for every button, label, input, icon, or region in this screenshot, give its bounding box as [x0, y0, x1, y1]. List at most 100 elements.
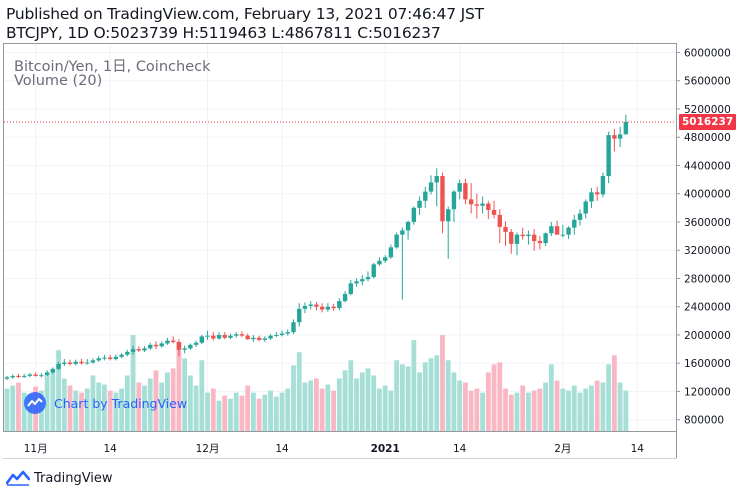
volume-bar [623, 390, 629, 431]
volume-bar [50, 370, 56, 431]
candle-body [279, 333, 285, 335]
symbol-legend[interactable]: Bitcoin/Yen, 1日, Coincheck [14, 59, 211, 75]
candle [543, 232, 548, 246]
candle [503, 221, 508, 246]
candle [377, 257, 382, 266]
last-price-tag: 5016237 [679, 113, 737, 130]
volume-bar [543, 382, 549, 431]
volume-bar [142, 385, 147, 431]
candle-body [228, 335, 233, 338]
candle [400, 227, 405, 300]
candle-body [67, 362, 73, 364]
y-tick-label: 2000000 [684, 330, 731, 342]
y-tick-label: 6000000 [684, 47, 731, 59]
candle-body [130, 349, 136, 352]
tradingview-logo-icon [6, 470, 30, 486]
candle [394, 232, 399, 249]
candle-body [234, 334, 239, 336]
time-axis: 11月 14 12月 14 2021 14 2月 14 [24, 443, 645, 455]
candle [331, 303, 336, 311]
candle [463, 178, 468, 205]
candle-body [216, 334, 222, 339]
volume-bar [205, 392, 210, 431]
candle [405, 220, 411, 240]
y-tick-label: 4000000 [684, 189, 731, 201]
candle [514, 232, 520, 256]
volume-bar [354, 378, 359, 431]
candle [549, 221, 554, 237]
candle [342, 291, 348, 303]
volume-bar [216, 400, 222, 431]
volume-bar [554, 380, 560, 431]
volume-bar [102, 384, 107, 431]
x-tick-label: 2月 [554, 443, 571, 455]
volume-bar [348, 360, 354, 431]
candle-body [291, 322, 296, 333]
candle-body [193, 342, 199, 345]
candle [10, 374, 15, 379]
volume-bar [382, 385, 388, 431]
volume-bar [136, 382, 142, 431]
grid-lines [4, 44, 676, 431]
volume-legend[interactable]: Volume (20) [14, 73, 103, 89]
candle-body [543, 233, 548, 244]
volume-bar [474, 388, 480, 431]
chart-watermark[interactable]: Chart by TradingView [22, 392, 187, 414]
volume-bar [371, 375, 377, 431]
volume-bar [4, 388, 10, 431]
volume-bar [314, 378, 319, 431]
watermark-label: Chart by TradingView [54, 395, 188, 411]
candle [159, 341, 164, 348]
x-tick-label: 11月 [24, 443, 48, 455]
candle-body [486, 203, 491, 210]
volume-bar [359, 372, 365, 431]
candle [251, 334, 256, 343]
volume-bar [485, 372, 491, 431]
volume-bar [296, 352, 302, 431]
candle-body [27, 374, 33, 376]
y-tick-label: 4400000 [684, 160, 731, 172]
candle-body [594, 192, 600, 195]
candle [62, 358, 67, 367]
volume-bar [417, 372, 422, 431]
candle-body [463, 183, 468, 200]
candle-body [297, 308, 302, 323]
volume-bar [79, 392, 84, 431]
candle [446, 206, 451, 259]
candle-body [440, 176, 445, 222]
candle-body [4, 377, 10, 379]
candle-body [537, 241, 543, 244]
volume-bar [84, 388, 90, 431]
candle-body [21, 375, 27, 377]
candle [365, 271, 371, 282]
candle-body [33, 374, 38, 376]
footer-brand[interactable]: TradingView [6, 469, 113, 487]
candle [537, 236, 543, 250]
candle-body [342, 293, 348, 302]
volume-bar [365, 368, 371, 431]
volume-bar [44, 375, 50, 431]
candle [102, 354, 107, 361]
volume-bar [377, 388, 382, 431]
candle-body [90, 360, 96, 363]
candle [325, 303, 331, 312]
candle-body [153, 344, 159, 347]
volume-bar [159, 382, 165, 431]
candle-body [136, 349, 141, 351]
candle-body [85, 362, 90, 364]
volume-bar [497, 362, 503, 431]
volume-bar [165, 372, 170, 431]
volume-bar [451, 372, 457, 431]
candle-body [600, 176, 606, 195]
candle-body [423, 191, 428, 201]
volume-bar [611, 355, 617, 431]
volume-bar [21, 392, 27, 431]
y-tick-label: 2400000 [684, 302, 731, 314]
x-tick-label: 2021 [371, 443, 400, 455]
volume-bar [434, 355, 440, 431]
candle-body [405, 221, 411, 231]
candle-body [337, 301, 342, 309]
candle [417, 196, 422, 215]
volume-bar [617, 382, 623, 431]
